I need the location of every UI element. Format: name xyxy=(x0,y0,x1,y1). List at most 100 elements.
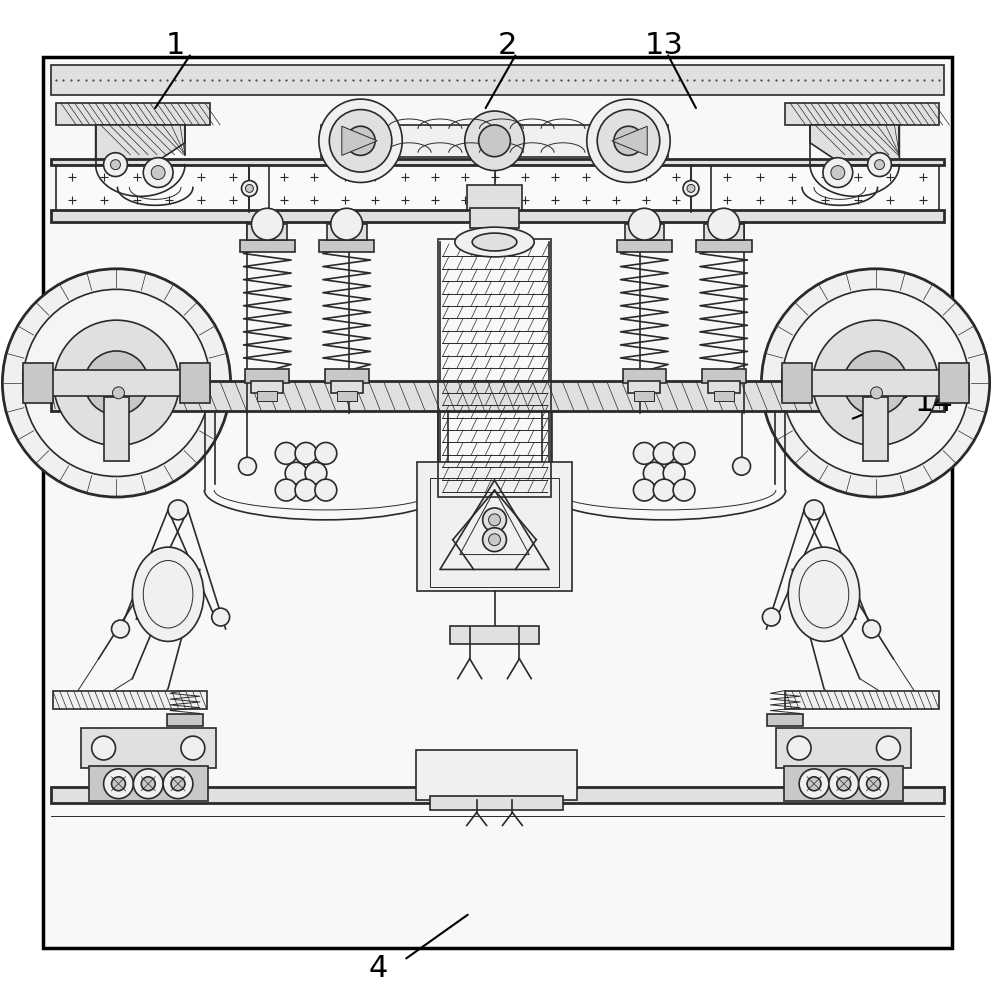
Circle shape xyxy=(830,166,844,180)
Bar xyxy=(319,240,374,252)
Circle shape xyxy=(682,181,698,196)
Bar xyxy=(51,210,943,222)
Circle shape xyxy=(275,442,297,464)
Bar xyxy=(766,714,802,726)
Bar xyxy=(326,224,366,240)
Circle shape xyxy=(806,777,820,791)
Circle shape xyxy=(275,479,297,501)
Circle shape xyxy=(315,479,336,501)
Bar xyxy=(23,370,210,396)
Circle shape xyxy=(246,184,253,192)
Circle shape xyxy=(319,99,402,182)
Circle shape xyxy=(54,320,179,446)
Circle shape xyxy=(133,769,163,799)
Bar xyxy=(713,391,733,401)
Bar xyxy=(703,224,743,240)
Bar xyxy=(783,766,903,801)
Circle shape xyxy=(862,620,880,638)
Bar xyxy=(622,369,666,383)
Circle shape xyxy=(686,184,694,192)
Circle shape xyxy=(181,736,205,760)
Circle shape xyxy=(305,462,326,484)
Text: 2: 2 xyxy=(497,31,517,60)
Bar xyxy=(437,239,551,497)
Text: 13: 13 xyxy=(644,31,683,60)
Bar xyxy=(51,65,943,95)
Bar xyxy=(784,691,938,709)
Bar xyxy=(88,766,208,801)
Circle shape xyxy=(786,736,810,760)
Bar xyxy=(710,165,938,212)
Bar xyxy=(51,381,943,411)
Polygon shape xyxy=(611,126,646,155)
Circle shape xyxy=(112,387,124,399)
Bar xyxy=(884,389,943,409)
Circle shape xyxy=(653,442,675,464)
Polygon shape xyxy=(95,125,185,163)
Ellipse shape xyxy=(472,233,516,251)
Ellipse shape xyxy=(454,227,534,257)
Circle shape xyxy=(867,153,891,177)
Bar xyxy=(336,391,356,401)
Bar xyxy=(781,363,811,403)
Ellipse shape xyxy=(132,547,204,641)
Bar xyxy=(320,125,668,157)
Circle shape xyxy=(84,351,148,415)
Circle shape xyxy=(329,110,392,172)
Circle shape xyxy=(673,442,694,464)
Bar xyxy=(324,369,368,383)
Bar xyxy=(167,714,203,726)
Polygon shape xyxy=(809,125,899,163)
Ellipse shape xyxy=(787,547,859,641)
Circle shape xyxy=(285,462,307,484)
Bar xyxy=(628,381,660,393)
Circle shape xyxy=(91,736,115,760)
Bar xyxy=(416,462,572,591)
Circle shape xyxy=(812,320,937,446)
Circle shape xyxy=(151,166,165,180)
Bar xyxy=(624,224,664,240)
Circle shape xyxy=(171,777,185,791)
Circle shape xyxy=(586,99,670,182)
Circle shape xyxy=(346,126,375,155)
Circle shape xyxy=(315,442,336,464)
Bar xyxy=(616,240,672,252)
Bar xyxy=(51,787,943,803)
Bar xyxy=(781,370,968,396)
Bar xyxy=(469,208,519,228)
Circle shape xyxy=(488,514,500,526)
Bar xyxy=(103,397,129,461)
Circle shape xyxy=(295,479,317,501)
Circle shape xyxy=(874,160,884,170)
Bar xyxy=(938,363,968,403)
Bar xyxy=(251,381,283,393)
Circle shape xyxy=(478,125,510,157)
Circle shape xyxy=(103,769,133,799)
Circle shape xyxy=(870,387,882,399)
Circle shape xyxy=(239,457,256,475)
Bar xyxy=(269,165,690,212)
Circle shape xyxy=(828,769,858,799)
Bar xyxy=(707,381,739,393)
Circle shape xyxy=(781,289,968,476)
Circle shape xyxy=(143,158,173,187)
Bar xyxy=(81,728,216,768)
Circle shape xyxy=(212,608,230,626)
Bar xyxy=(23,363,53,403)
Bar xyxy=(51,159,943,165)
Bar xyxy=(180,363,210,403)
Bar xyxy=(240,240,295,252)
Circle shape xyxy=(633,442,655,464)
Bar xyxy=(248,224,287,240)
Text: 14: 14 xyxy=(913,388,952,417)
Circle shape xyxy=(596,110,659,172)
Circle shape xyxy=(242,181,257,196)
Circle shape xyxy=(798,769,828,799)
Circle shape xyxy=(295,442,317,464)
Circle shape xyxy=(141,777,155,791)
Circle shape xyxy=(633,479,655,501)
Polygon shape xyxy=(342,126,377,155)
Circle shape xyxy=(673,479,694,501)
Circle shape xyxy=(106,381,130,405)
Circle shape xyxy=(111,777,125,791)
